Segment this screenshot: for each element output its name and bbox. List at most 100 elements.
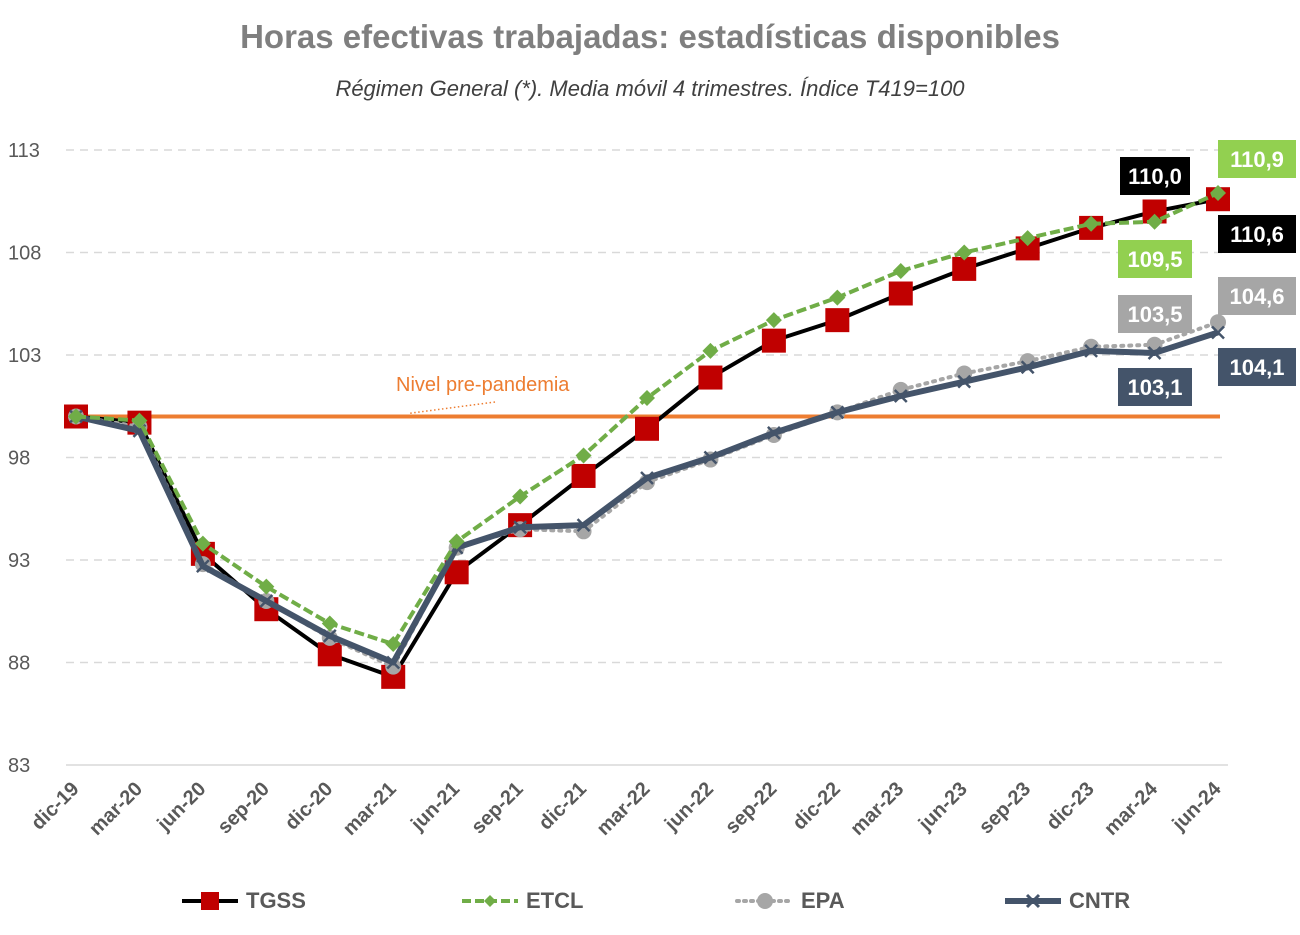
data-label-epa: 103,5 [1118,295,1192,333]
legend-marker-etcl [462,895,518,907]
data-label-box [1218,277,1296,315]
marker-cntr [513,520,527,535]
y-tick-label: 83 [8,755,30,777]
marker-etcl [892,262,909,279]
marker-cntr [259,594,274,608]
data-label-text: 103,1 [1127,375,1182,400]
reference-line-label: Nivel pre-pandemia [396,374,570,396]
marker-cntr [576,518,591,533]
marker-cntr-stroke [893,389,908,403]
marker-cntr [640,471,654,485]
x-tick-label: mar-24 [1100,777,1163,840]
data-label-box [1218,348,1296,386]
marker-cntr [703,450,718,465]
marker-etcl [1083,215,1100,232]
x-tick-label: mar-21 [339,778,401,840]
marker-cntr [1020,360,1035,375]
legend-item-etcl: ETCL [460,884,583,918]
marker-cntr [957,374,972,389]
marker-cntr [322,628,337,643]
marker-tgss [635,416,659,441]
marker-cntr [386,655,401,670]
x-tick-label: mar-23 [846,778,908,840]
marker-cntr-stroke [1020,360,1035,375]
marker-etcl [1210,185,1226,202]
data-label-box [1118,368,1192,406]
marker-tgss [571,463,596,488]
data-label-box [1218,215,1296,253]
marker-cntr [196,559,210,574]
x-tick-label: sep-23 [975,778,1035,838]
marker-tgss [761,328,786,353]
chart-subtitle: Régimen General (*). Media móvil 4 trime… [335,76,965,101]
marker-etcl [1146,213,1163,230]
marker-etcl [956,244,973,261]
marker-etcl [258,578,275,595]
series-line-epa [74,320,1220,669]
legend-label-epa: EPA [801,888,845,913]
legend-item-cntr: CNTR [1003,884,1130,918]
marker-tgss [888,281,913,306]
legend-item-tgss: TGSS [180,884,306,918]
legend-item-epa: EPA [735,884,845,918]
data-label-text: 110,6 [1230,222,1284,247]
marker-cntr-stroke [513,520,527,535]
legend-marker-cntr [1005,893,1061,909]
marker-cntr-stroke [830,405,845,420]
data-label-text: 110,9 [1230,147,1284,172]
reference-line-group: Nivel pre-pandemia [76,374,1220,419]
marker-cntr-stroke [1084,344,1098,358]
marker-cntr-stroke [767,426,781,440]
marker-etcl [829,289,846,306]
marker-cntr-stroke [957,374,972,389]
marker-etcl [385,636,402,653]
series-cntr [69,325,1225,670]
data-label-text: 103,5 [1127,302,1182,327]
data-label-box [1120,157,1190,195]
marker-cntr-stroke [259,594,274,608]
marker-etcl [194,535,211,552]
x-tick-label: mar-20 [85,778,147,840]
marker-etcl [575,447,592,464]
x-tick-label: sep-22 [721,778,781,838]
marker-cntr-stroke [703,450,718,465]
legend-label-cntr: CNTR [1069,888,1131,913]
x-tick-label: jun-24 [1168,777,1227,836]
x-tick-label: jun-23 [914,778,972,836]
y-tick-label: 93 [8,550,30,572]
marker-cntr [893,389,908,403]
marker-cntr-stroke [1147,346,1162,360]
marker-tgss [317,642,342,667]
data-label-etcl: 110,9 [1218,140,1296,178]
marker-etcl [512,488,529,505]
data-label-text: 104,1 [1229,355,1284,380]
data-label-box [1118,240,1192,278]
data-label-etcl: 109,5 [1118,240,1192,278]
x-tick-label: jun-21 [406,778,464,836]
marker-cntr [1147,346,1162,360]
marker-etcl [639,390,655,407]
marker-tgss [698,365,723,390]
x-tick-label: sep-20 [213,778,273,838]
legend-marker-epa [735,893,795,909]
y-tick-label: 113 [8,140,40,162]
series-line-cntr [75,329,1219,666]
marker-etcl [68,408,84,425]
y-tick-label: 108 [8,243,41,265]
y-axis-ticks: 113 108 103 98 93 88 83 [8,140,41,777]
marker-cntr [1211,325,1225,340]
marker-cntr-stroke [640,471,654,485]
data-label-text: 109,5 [1127,247,1182,272]
series-group [64,185,1230,689]
y-tick-label: 98 [8,448,30,470]
data-label-text: 104,6 [1229,284,1284,309]
series-tgss [64,187,1230,689]
x-tick-label: dic-23 [1042,778,1098,834]
x-tick-label: sep-21 [467,778,527,838]
x-tick-label: dic-20 [281,778,337,834]
data-label-box [1218,140,1296,178]
marker-tgss [825,308,850,333]
marker-etcl [1019,230,1036,247]
chart-title: Horas efectivas trabajadas: estadísticas… [240,18,1060,55]
